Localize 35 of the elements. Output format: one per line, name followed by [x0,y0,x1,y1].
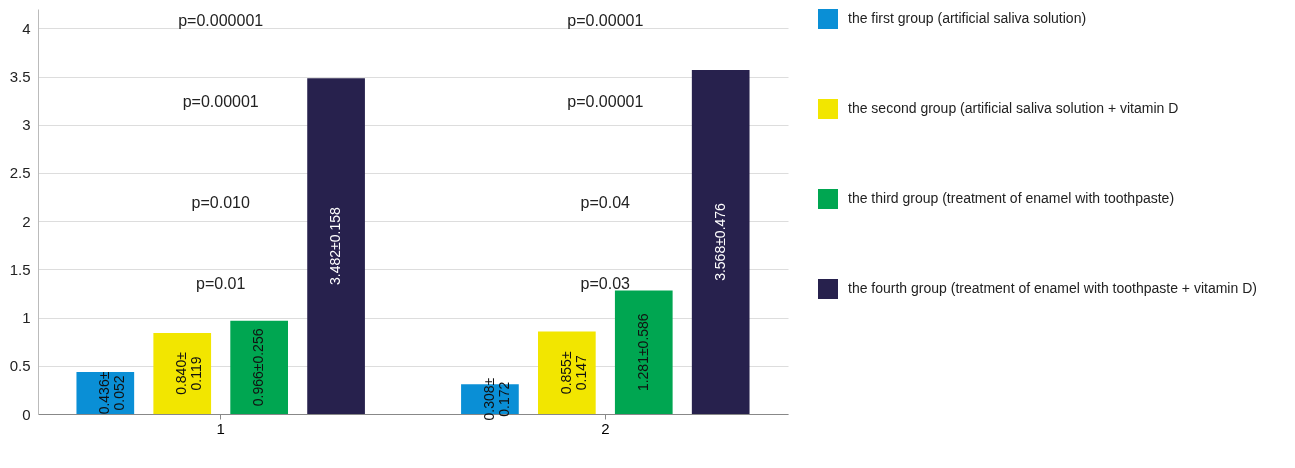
bar [538,331,596,414]
annotation: p=0.000001 [178,12,264,29]
data-label: 0.436±0.052 [96,371,128,415]
bar [153,333,212,414]
legend-label: the third group (treatment of enamel with toothpaste) [848,190,1175,206]
y-tick-label: 4 [22,19,31,37]
y-tick-label: 0 [22,405,31,423]
annotation: p=0.010 [191,194,250,212]
annotation: p=0.04 [580,194,631,212]
legend-label: the second group (artificial saliva solution + vitamin D [848,100,1179,116]
data-label: 0.840±0.119 [173,351,205,395]
data-label: 0.855±0.147 [557,351,589,395]
bar [230,320,288,414]
legend-label: the fourth group (treatment of enamel with toothpaste + vitamin D) [848,280,1257,296]
annotation: p=0.00001 [567,12,644,29]
bar [307,78,365,414]
y-tick-label: 1.5 [9,260,31,278]
y-tick-label: 3 [22,116,31,134]
data-label: 0.966±0.256 [250,328,267,407]
legend-label: the first group (artificial saliva solution) [848,10,1087,26]
y-tick-label: 0.5 [9,357,31,375]
bar [691,69,750,414]
y-tick-label: 2.5 [9,164,31,182]
data-label: 3.568±0.476 [711,202,728,281]
bar [614,290,673,414]
annotation: p=0.00001 [182,93,259,110]
data-label: 0.308±0.172 [480,377,512,421]
y-tick-label: 3.5 [9,68,31,85]
y-tick-label: 2 [22,212,31,230]
data-label: 3.482±0.158 [327,207,344,285]
data-label: 1.281±0.586 [634,313,651,392]
annotation: p=0.03 [580,275,631,293]
annotation: p=0.00001 [567,93,644,110]
annotation: p=0.01 [196,275,246,293]
y-tick-label: 1 [22,309,31,327]
